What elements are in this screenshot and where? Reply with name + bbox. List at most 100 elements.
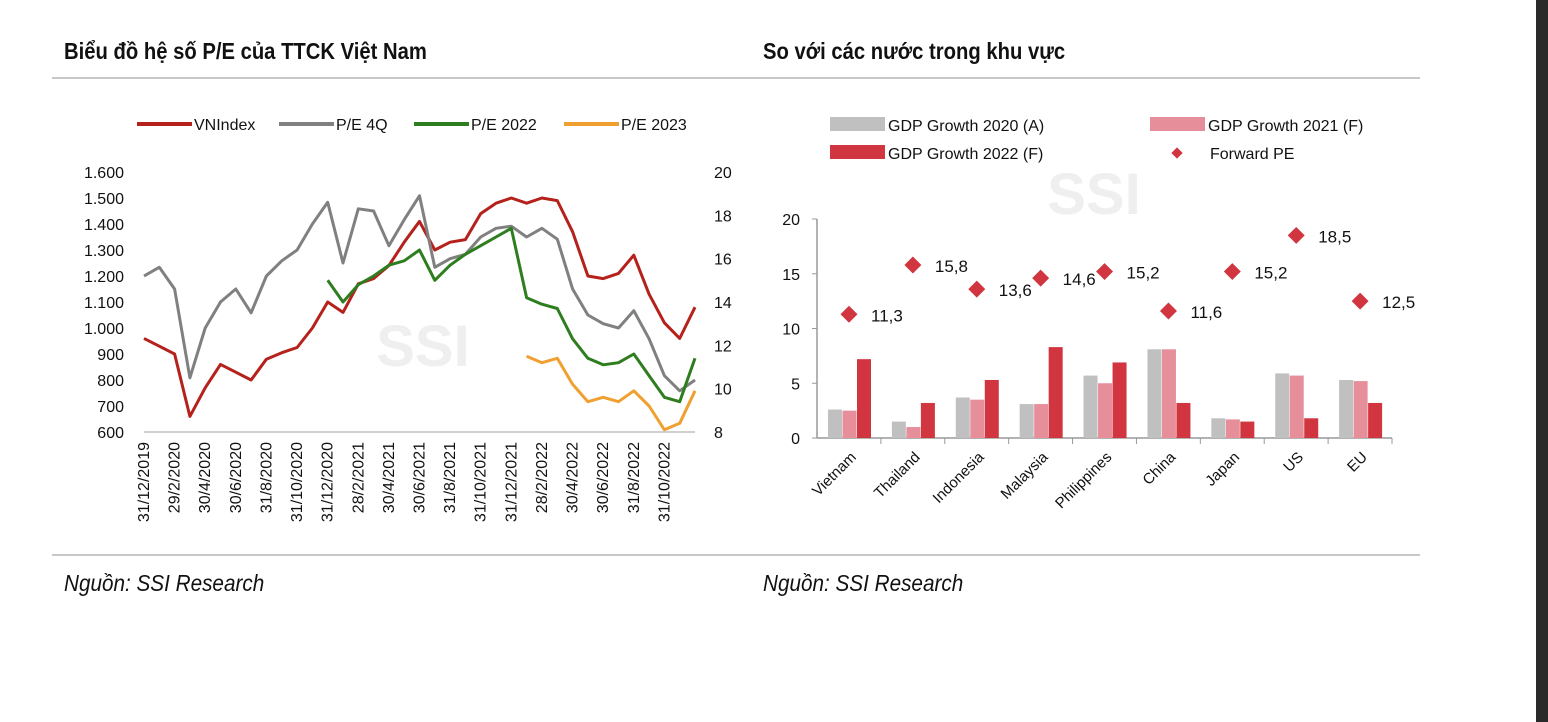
bar-us-2 xyxy=(1304,418,1319,438)
forward-pe-label: 18,5 xyxy=(1318,227,1351,246)
right-axis-tick: 18 xyxy=(714,208,732,225)
legend-label: P/E 2022 xyxy=(471,117,537,134)
forward-pe-marker xyxy=(1287,226,1305,244)
category-label: China xyxy=(1139,448,1179,488)
watermark: SSI xyxy=(1047,162,1141,227)
y-axis-tick: 15 xyxy=(782,267,800,284)
x-axis-tick: 31/10/2021 xyxy=(473,442,490,522)
x-axis-tick: 30/4/2021 xyxy=(381,442,398,513)
bar-vietnam-2 xyxy=(857,359,871,438)
forward-pe-label: 12,5 xyxy=(1382,293,1415,312)
bar-japan-2 xyxy=(1240,421,1255,438)
category-label: US xyxy=(1280,449,1307,476)
bar-vietnam-0 xyxy=(828,409,842,438)
x-axis-tick: 28/2/2021 xyxy=(350,442,367,513)
x-axis-tick: 30/4/2022 xyxy=(565,442,582,513)
right-axis-tick: 20 xyxy=(714,165,732,182)
legend-label: P/E 2023 xyxy=(621,117,687,134)
x-axis-tick: 30/6/2021 xyxy=(412,442,429,513)
x-axis-tick: 31/10/2020 xyxy=(289,442,306,522)
category-label: Indonesia xyxy=(930,448,988,506)
forward-pe-label: 15,2 xyxy=(1127,264,1160,283)
legend-label: VNIndex xyxy=(194,117,255,134)
top-divider xyxy=(52,77,1420,79)
bar-us-1 xyxy=(1289,375,1304,438)
bar-malaysia-1 xyxy=(1034,404,1049,438)
left-axis-tick: 1.300 xyxy=(84,243,124,260)
legend-label: GDP Growth 2020 (A) xyxy=(888,118,1044,135)
left-axis-tick: 1.500 xyxy=(84,191,124,208)
legend-label: GDP Growth 2021 (F) xyxy=(1208,118,1363,135)
y-axis-tick: 20 xyxy=(782,212,800,229)
series-line-vnindex xyxy=(143,196,697,418)
series-line-p-e-4q xyxy=(143,194,696,393)
forward-pe-label: 13,6 xyxy=(999,281,1032,300)
forward-pe-marker xyxy=(1223,263,1241,281)
x-axis-tick: 31/8/2020 xyxy=(258,442,275,513)
bar-china-2 xyxy=(1176,402,1191,438)
right-axis-tick: 16 xyxy=(714,252,732,269)
bar-malaysia-0 xyxy=(1019,404,1034,438)
bar-china-1 xyxy=(1161,349,1176,438)
x-axis-tick: 31/12/2020 xyxy=(320,442,337,522)
bar-vietnam-1 xyxy=(842,410,857,438)
bar-us-0 xyxy=(1275,373,1290,438)
category-label: Philippines xyxy=(1052,449,1115,512)
left-chart-title: Biểu đồ hệ số P/E của TTCK Việt Nam xyxy=(64,38,427,64)
legend-swatch xyxy=(1150,117,1205,131)
forward-pe-marker xyxy=(1351,292,1369,310)
right-axis-tick: 10 xyxy=(714,382,732,399)
x-axis-tick: 30/6/2020 xyxy=(228,442,245,513)
x-axis-tick: 31/10/2022 xyxy=(656,442,673,522)
forward-pe-label: 11,3 xyxy=(871,306,903,325)
watermark: SSI xyxy=(376,314,470,379)
x-axis-tick: 31/8/2022 xyxy=(626,442,643,513)
left-axis-tick: 1.400 xyxy=(84,217,124,234)
bar-thailand-0 xyxy=(891,421,906,438)
forward-pe-marker xyxy=(840,305,858,323)
right-source: Nguồn: SSI Research xyxy=(763,570,964,596)
bar-eu-1 xyxy=(1353,381,1368,438)
bottom-divider xyxy=(52,554,1420,556)
left-axis-tick: 800 xyxy=(97,373,124,390)
left-source: Nguồn: SSI Research xyxy=(64,570,265,596)
left-axis-tick: 700 xyxy=(97,399,124,416)
forward-pe-label: 15,2 xyxy=(1254,264,1287,283)
y-axis-tick: 10 xyxy=(782,322,800,339)
legend-label: Forward PE xyxy=(1210,146,1294,163)
bar-eu-2 xyxy=(1368,402,1383,438)
left-axis-tick: 1.000 xyxy=(84,321,124,338)
category-label: Vietnam xyxy=(809,449,860,500)
right-axis-tick: 14 xyxy=(714,295,732,312)
forward-pe-label: 15,8 xyxy=(935,257,968,276)
scrollbar[interactable] xyxy=(1536,0,1548,722)
category-label: Japan xyxy=(1202,449,1243,490)
category-label: Thailand xyxy=(871,449,924,502)
forward-pe-label: 14,6 xyxy=(1063,270,1096,289)
legend-label: P/E 4Q xyxy=(336,117,388,134)
x-axis-tick: 30/4/2020 xyxy=(197,442,214,513)
bar-china-0 xyxy=(1147,349,1162,438)
right-axis-tick: 8 xyxy=(714,425,723,442)
left-axis-tick: 1.100 xyxy=(84,295,124,312)
x-axis-tick: 31/12/2019 xyxy=(136,442,153,522)
forward-pe-marker xyxy=(904,256,922,274)
forward-pe-marker xyxy=(1159,302,1177,320)
left-axis-tick: 1.200 xyxy=(84,269,124,286)
bar-philippines-2 xyxy=(1112,362,1127,438)
bar-malaysia-2 xyxy=(1048,347,1063,438)
bar-thailand-1 xyxy=(906,427,921,438)
legend-swatch xyxy=(830,145,885,159)
category-label: EU xyxy=(1344,449,1371,476)
forward-pe-label: 11,6 xyxy=(1190,303,1222,322)
bar-thailand-2 xyxy=(920,402,935,438)
bar-japan-0 xyxy=(1211,418,1226,438)
x-axis-tick: 30/6/2022 xyxy=(595,442,612,513)
forward-pe-marker xyxy=(1032,269,1050,287)
bar-indonesia-0 xyxy=(955,397,970,438)
legend-diamond xyxy=(1171,147,1183,159)
right-axis-tick: 12 xyxy=(714,338,732,355)
legend-label: GDP Growth 2022 (F) xyxy=(888,146,1043,163)
y-axis-tick: 0 xyxy=(791,431,800,448)
